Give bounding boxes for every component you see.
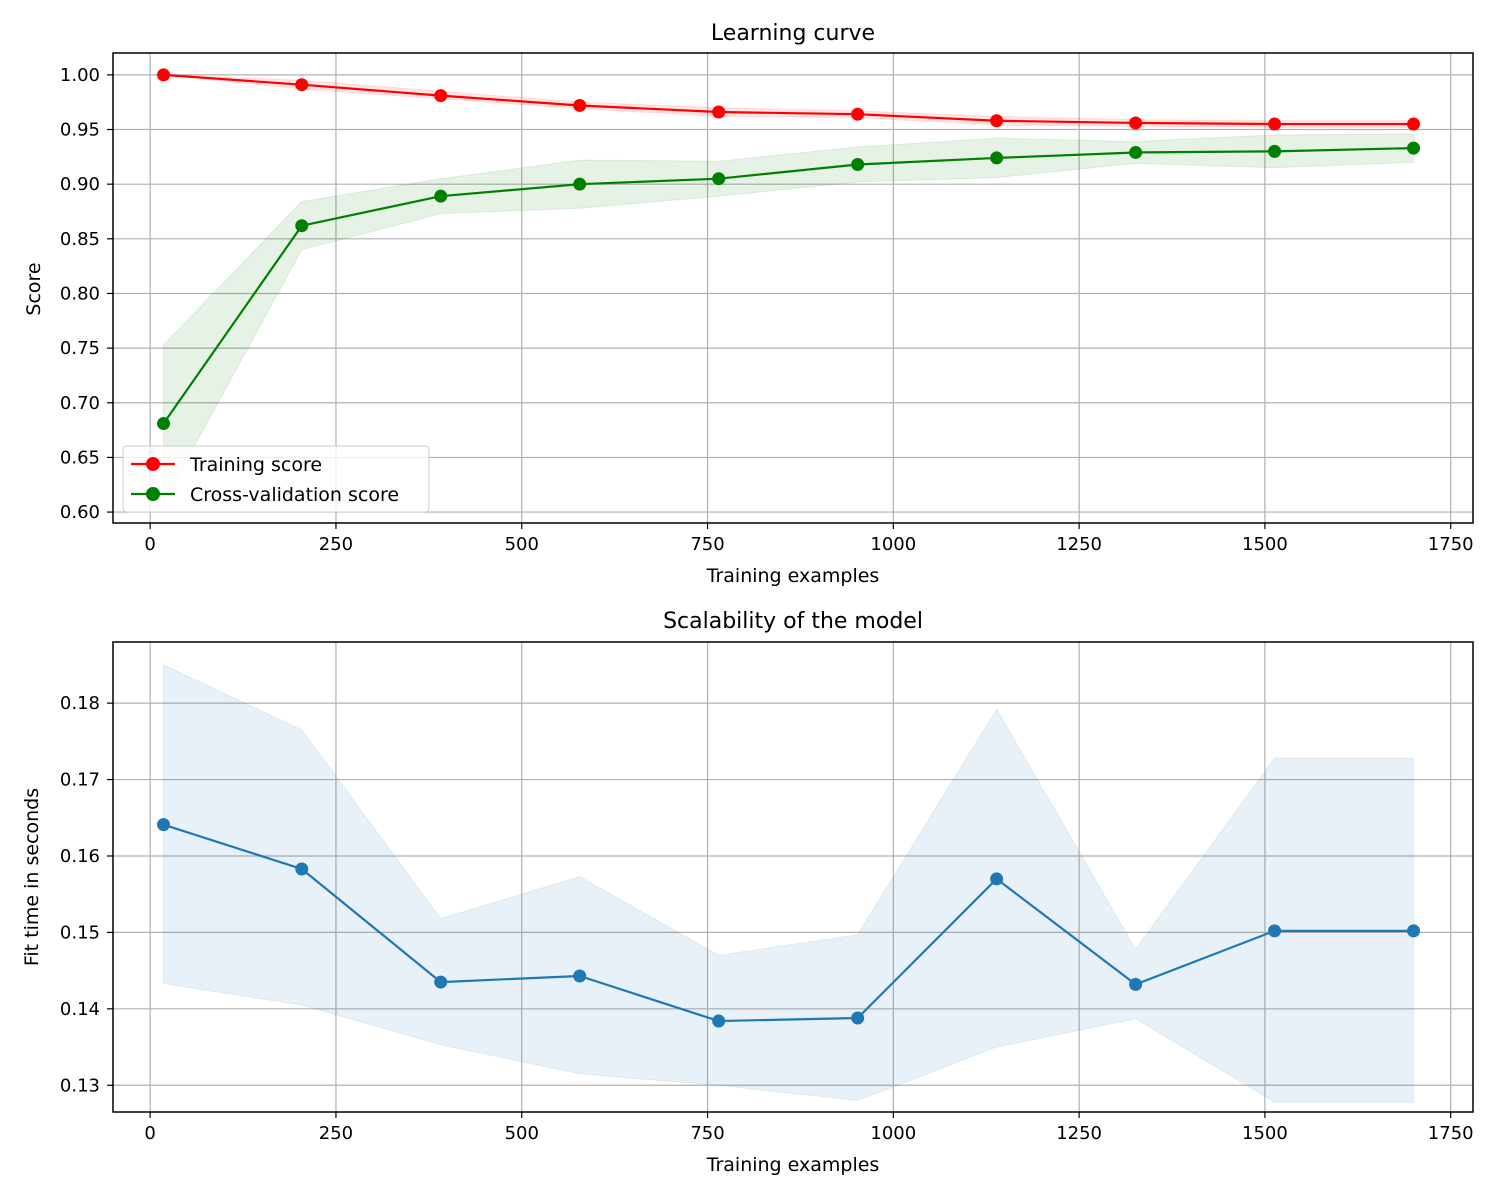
legend-training-label: Training score [189, 454, 322, 476]
x-tick-label: 750 [690, 1123, 724, 1144]
data-point [1268, 144, 1282, 158]
plot-frame [112, 641, 1474, 1113]
confidence-band [163, 664, 1415, 1103]
y-tick-label: 0.16 [60, 846, 100, 867]
y-tick-label: 0.17 [60, 770, 100, 791]
data-point [990, 872, 1004, 886]
data-point [1129, 977, 1143, 991]
data-point [434, 975, 448, 989]
x-tick-label: 0 [144, 534, 155, 555]
data-point [295, 78, 309, 92]
data-point [295, 219, 309, 233]
x-tick-label: 1750 [1428, 1123, 1474, 1144]
data-point [851, 157, 865, 171]
legend-cv-label: Cross-validation score [190, 484, 399, 506]
data-point [434, 189, 448, 203]
y-tick-label: 0.65 [60, 447, 100, 468]
data-point [712, 1014, 726, 1028]
series-line [163, 73, 1414, 126]
data-point [157, 417, 171, 431]
learning-curve-frame [112, 52, 1474, 524]
scalability-grid [113, 642, 1473, 1112]
scalability-ticks: 0 250 500 750 1000 1250 1500 1750 0.13 0.14 0.15 0.… [60, 693, 1474, 1144]
y-tick-label: 0.18 [60, 693, 100, 714]
learning-curve-legend: Training score Cross-validation score [122, 445, 430, 513]
scalability-y-axis-label: Fit time in seconds [21, 788, 43, 966]
data-point [573, 98, 587, 112]
y-tick-label: 0.95 [60, 120, 100, 141]
x-tick-label: 250 [319, 1123, 353, 1144]
x-tick-label: 1000 [870, 1123, 916, 1144]
x-tick-label: 1250 [1056, 534, 1102, 555]
x-tick-label: 1000 [870, 534, 916, 555]
series-line [162, 146, 1414, 425]
x-tick-label: 500 [505, 1123, 539, 1144]
scalability-x-axis-label: Training examples [706, 1154, 880, 1176]
scalability-chart: Scalability of the model Training exampl… [21, 609, 1474, 1176]
scalability-title: Scalability of the model [663, 609, 923, 634]
learning-curve-ticks: 0 250 500 750 1000 1250 1500 1750 0.60 0.65 0.70 0.… [60, 65, 1474, 555]
x-tick-label: 1500 [1242, 1123, 1288, 1144]
data-point [712, 105, 726, 119]
learning-curve-title: Learning curve [711, 21, 875, 46]
data-point [295, 862, 309, 876]
y-tick-label: 0.75 [60, 338, 100, 359]
data-point [1129, 116, 1143, 130]
legend-cv-marker [146, 487, 160, 501]
y-tick-label: 0.85 [60, 229, 100, 250]
data-point [851, 107, 865, 121]
data-point [573, 177, 587, 191]
x-tick-label: 1250 [1056, 1123, 1102, 1144]
legend-box [122, 445, 430, 513]
x-tick-label: 250 [319, 534, 353, 555]
data-point [712, 172, 726, 186]
x-tick-label: 0 [144, 1123, 155, 1144]
y-tick-label: 1.00 [60, 65, 100, 86]
data-point [1407, 141, 1421, 155]
data-point [1407, 924, 1421, 938]
x-tick-label: 1500 [1242, 534, 1288, 555]
data-point [1268, 117, 1282, 131]
x-tick-label: 1750 [1428, 534, 1474, 555]
x-tick-label: 500 [505, 534, 539, 555]
y-tick-label: 0.13 [60, 1075, 100, 1096]
data-point [157, 68, 171, 82]
scalability-frame [112, 641, 1474, 1113]
y-tick-label: 0.90 [60, 174, 100, 195]
data-point [990, 114, 1004, 128]
scalability-bands [163, 664, 1415, 1103]
data-point [1129, 145, 1143, 159]
data-point [851, 1011, 865, 1025]
data-point [990, 151, 1004, 165]
data-point [573, 969, 587, 983]
y-tick-label: 0.15 [60, 922, 100, 943]
data-point [1268, 924, 1282, 938]
y-tick-label: 0.60 [60, 502, 100, 523]
series-line [163, 823, 1414, 1023]
learning-curve-y-axis-label: Score [23, 262, 45, 315]
legend-training-marker [146, 457, 160, 471]
plot-frame [112, 52, 1474, 524]
learning-curve-chart: Learning curve Training examples Score 0… [23, 21, 1474, 587]
learning-curve-x-axis-label: Training examples [706, 565, 880, 587]
data-point [1407, 117, 1421, 131]
y-tick-label: 0.80 [60, 283, 100, 304]
x-tick-label: 750 [690, 534, 724, 555]
data-point [157, 818, 171, 832]
learning-curve-series [157, 68, 1421, 431]
confidence-band [163, 133, 1415, 503]
y-tick-label: 0.70 [60, 393, 100, 414]
y-tick-label: 0.14 [60, 999, 100, 1020]
data-point [434, 89, 448, 103]
scalability-series [157, 818, 1421, 1028]
